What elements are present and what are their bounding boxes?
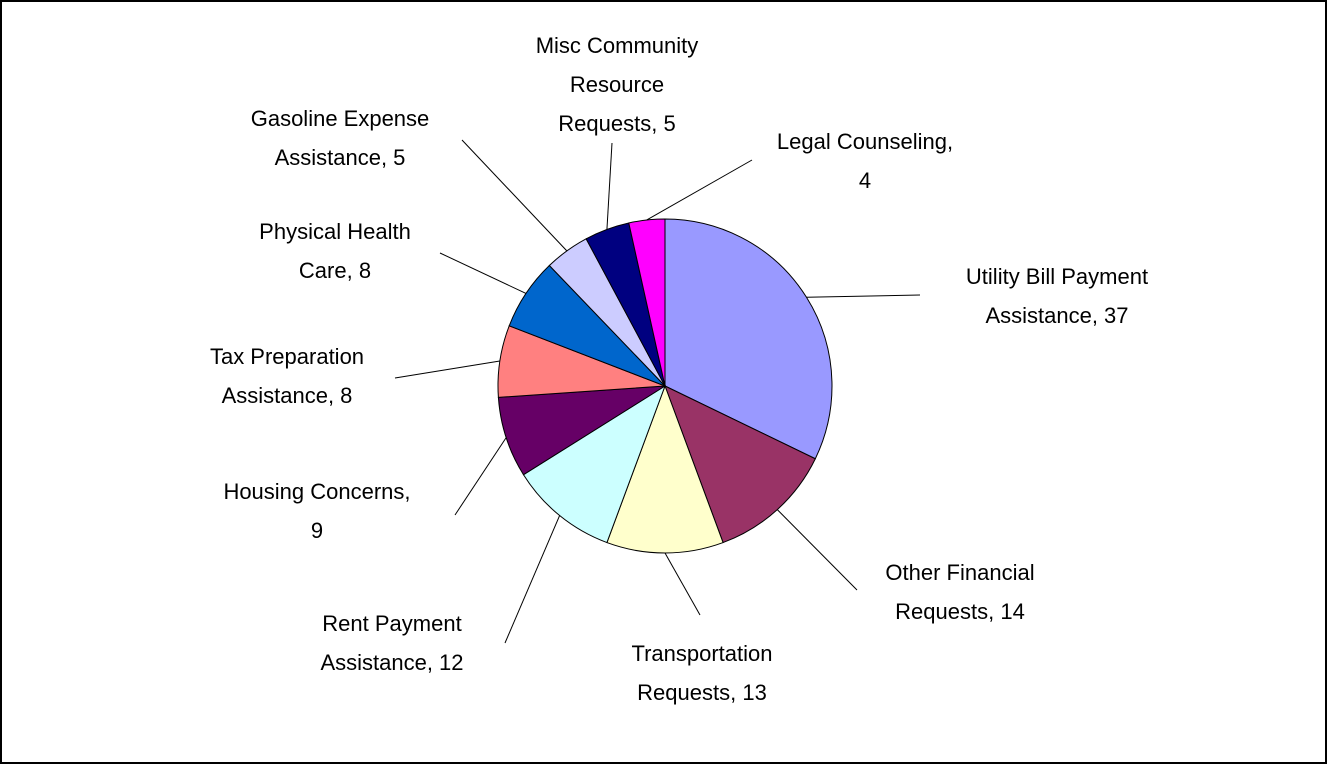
data-label-line: Misc Community bbox=[536, 33, 699, 58]
data-label-line: Tax Preparation bbox=[210, 344, 364, 369]
data-label-line: 9 bbox=[311, 518, 323, 543]
data-label-line: Assistance, 37 bbox=[985, 303, 1128, 328]
data-label-line: Care, 8 bbox=[299, 258, 371, 283]
data-label: Physical Health Care, 8 bbox=[259, 219, 411, 283]
data-label: Gasoline Expense Assistance, 5 bbox=[251, 106, 430, 170]
data-label-line: Physical Health bbox=[259, 219, 411, 244]
data-label: Legal Counseling, 4 bbox=[777, 129, 953, 193]
data-label-line: 4 bbox=[859, 168, 871, 193]
data-label-line: Requests, 13 bbox=[637, 680, 767, 705]
leader-line bbox=[664, 552, 701, 616]
data-label-line: Requests, 14 bbox=[895, 599, 1025, 624]
leader-line bbox=[394, 360, 500, 379]
leader-line bbox=[646, 159, 753, 221]
data-label-line: Utility Bill Payment bbox=[966, 264, 1148, 289]
leader-line bbox=[439, 252, 527, 294]
data-label-line: Rent Payment bbox=[322, 611, 461, 636]
leader-line bbox=[454, 437, 507, 516]
data-label-line: Other Financial bbox=[885, 560, 1034, 585]
data-label: Housing Concerns, 9 bbox=[223, 479, 410, 543]
leader-line bbox=[461, 139, 568, 252]
leader-line bbox=[776, 509, 858, 591]
data-label-line: Assistance, 12 bbox=[320, 650, 463, 675]
data-label: Utility Bill Payment Assistance, 37 bbox=[966, 264, 1148, 328]
data-label: Other Financial Requests, 14 bbox=[885, 560, 1034, 624]
data-label-line: Housing Concerns, bbox=[223, 479, 410, 504]
data-label-line: Transportation bbox=[631, 641, 772, 666]
data-label-line: Assistance, 8 bbox=[222, 383, 353, 408]
pie-slice bbox=[664, 218, 833, 460]
pie-slice bbox=[522, 384, 666, 544]
data-label-line: Gasoline Expense bbox=[251, 106, 430, 131]
leader-line bbox=[504, 515, 561, 644]
data-label-line: Resource bbox=[570, 72, 664, 97]
data-label: Transportation Requests, 13 bbox=[631, 641, 772, 705]
data-label: Misc Community Resource Requests, 5 bbox=[536, 33, 699, 136]
data-label-line: Legal Counseling, bbox=[777, 129, 953, 154]
data-label: Rent Payment Assistance, 12 bbox=[320, 611, 463, 675]
leader-line bbox=[606, 142, 613, 230]
data-label-line: Assistance, 5 bbox=[275, 145, 406, 170]
data-label-line: Requests, 5 bbox=[558, 111, 675, 136]
leader-line bbox=[806, 294, 921, 298]
data-label: Tax Preparation Assistance, 8 bbox=[210, 344, 364, 408]
pie-slice bbox=[664, 385, 816, 544]
